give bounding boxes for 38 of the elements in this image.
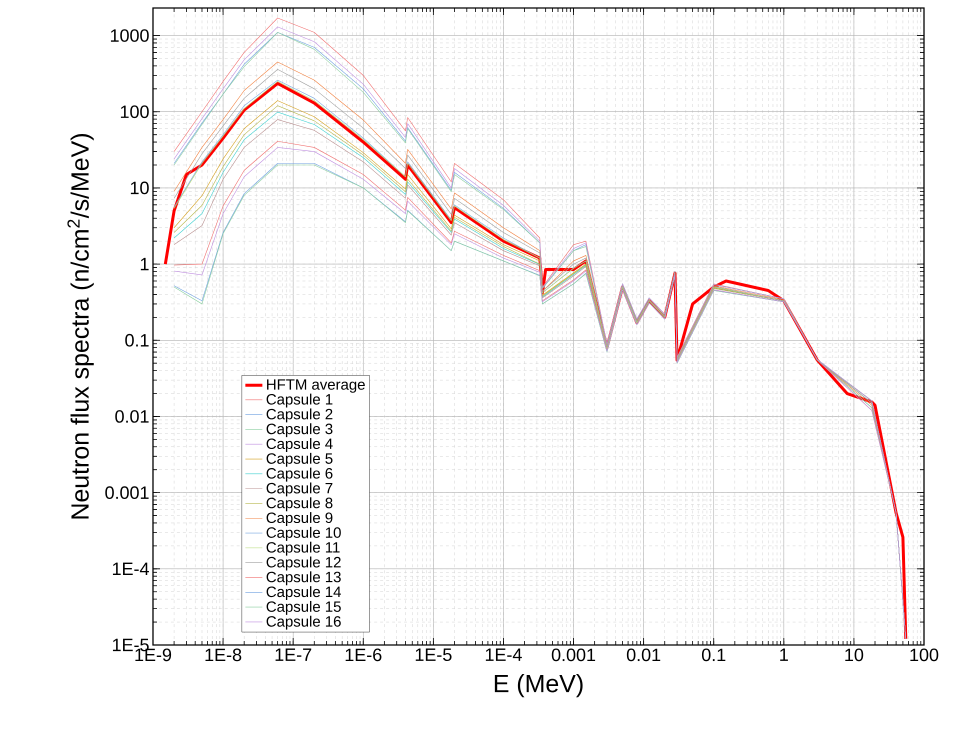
legend-label: Capsule 14 <box>266 586 341 600</box>
legend-label: HFTM average <box>267 379 365 393</box>
x-tick-label: 0.001 <box>552 648 596 662</box>
legend-label: Capsule 9 <box>266 512 332 526</box>
x-tick-label: 1E-4 <box>486 648 522 661</box>
x-tick-label: 1E-8 <box>206 648 242 662</box>
legend-label: Capsule 5 <box>266 452 332 467</box>
legend-label: Capsule 13 <box>266 571 341 586</box>
x-tick-label: 1E-6 <box>346 648 382 662</box>
y-tick-label: 1E-4 <box>112 562 149 575</box>
x-tick-label: 1E-7 <box>276 648 312 661</box>
x-tick-label: 100 <box>910 648 938 662</box>
legend-label: Capsule 8 <box>266 497 332 512</box>
y-tick-label: 0.001 <box>105 486 149 499</box>
y-tick-label: 100 <box>120 105 149 118</box>
y-tick-label: 1000 <box>110 29 149 42</box>
legend-label: Capsule 3 <box>266 423 332 438</box>
x-tick-label: 10 <box>845 648 864 662</box>
y-tick-label: 10 <box>130 182 149 194</box>
x-tick-label: 1 <box>780 648 788 661</box>
x-tick-label: 0.01 <box>626 648 660 662</box>
legend-label: Capsule 4 <box>266 438 333 452</box>
x-axis-title: E (MeV) <box>494 674 583 698</box>
legend-label: Capsule 12 <box>266 556 341 570</box>
y-tick-label: 1 <box>140 258 149 270</box>
y-tick-label: 0.1 <box>125 334 149 347</box>
y-tick-label: 0.01 <box>115 410 149 423</box>
legend-label: Capsule 7 <box>266 482 332 496</box>
legend-label: Capsule 16 <box>266 616 341 630</box>
legend-label: Capsule 11 <box>266 542 340 556</box>
x-tick-label: 0.1 <box>702 648 726 662</box>
legend-label: Capsule 6 <box>266 468 332 482</box>
legend-label: Capsule 1 <box>266 394 332 408</box>
y-axis-title: Neutron flux spectra (n/cm$^{2}$/s/MeV) <box>67 134 94 518</box>
legend-label: Capsule 10 <box>266 526 341 541</box>
x-tick-label: 1E-5 <box>416 648 452 662</box>
legend-label: Capsule 15 <box>266 600 341 615</box>
legend-label: Capsule 2 <box>266 408 332 422</box>
